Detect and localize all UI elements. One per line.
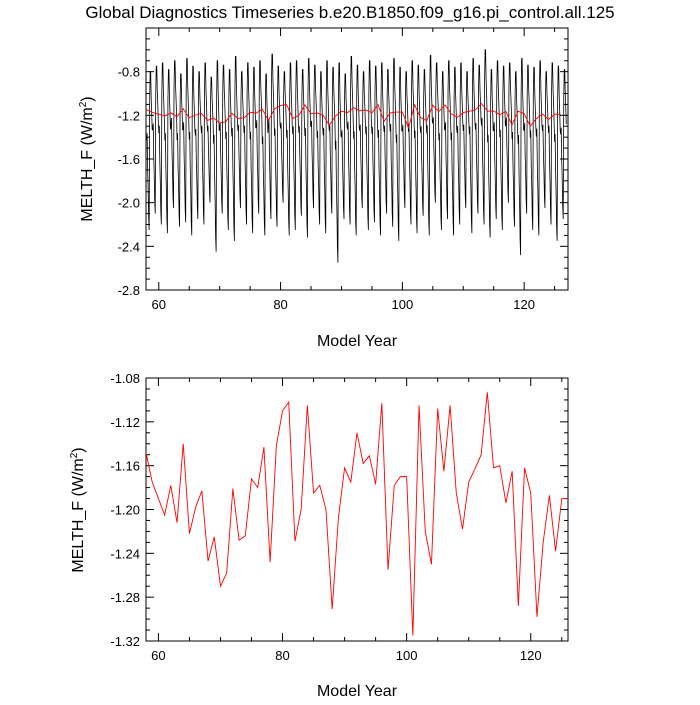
bottom-y-tick-label: -1.08 (110, 371, 140, 386)
top-x-tick-label: 100 (392, 297, 414, 312)
top-x-axis-label: Model Year (317, 333, 398, 350)
bottom-x-tick-label: 80 (275, 648, 289, 663)
top-y-tick-label: -1.2 (118, 108, 140, 123)
bottom-y-tick-label: -1.28 (110, 590, 140, 605)
top-x-tick-label: 80 (273, 297, 287, 312)
bottom-y-tick-label: -1.32 (110, 634, 140, 649)
bottom-tick-labels: 60 80 100 120 -1.32 -1.28 -1.24 -1.20 -1.16 -1.12… (110, 371, 541, 663)
top-series (146, 49, 567, 263)
bottom-series (146, 392, 568, 636)
bottom-ticks (146, 377, 568, 642)
bottom-x-tick-label: 100 (396, 648, 418, 663)
top-x-tick-label: 120 (513, 297, 535, 312)
figure-title: Global Diagnostics Timeseries b.e20.B185… (85, 3, 614, 22)
bottom-x-axis-label: Model Year (317, 683, 398, 700)
bottom-panel: 60 80 100 120 -1.32 -1.28 -1.24 -1.20 -1.16 -1.12… (69, 371, 569, 700)
bottom-plot-frame (145, 377, 569, 642)
bottom-y-axis-label: MELTH_F (W/m2) (69, 447, 87, 572)
top-y-tick-label: -2.0 (118, 196, 140, 211)
top-x-tick-label: 60 (152, 297, 166, 312)
top-annual-mean-series-line (146, 102, 561, 130)
top-y-tick-label: -2.8 (118, 283, 140, 298)
bottom-y-tick-label: -1.20 (110, 503, 140, 518)
top-y-tick-label: -1.6 (118, 152, 140, 167)
top-y-tick-label: -0.8 (118, 65, 140, 80)
bottom-y-tick-label: -1.12 (110, 415, 140, 430)
bottom-x-tick-label: 120 (520, 648, 542, 663)
bottom-x-tick-label: 60 (151, 648, 165, 663)
bottom-y-tick-label: -1.24 (110, 546, 140, 561)
top-panel: 60 80 100 120 -2.8 -2.4 -2.0 -1.6 -1.2 -0.8 Model… (78, 27, 569, 350)
bottom-y-tick-label: -1.16 (110, 459, 140, 474)
bottom-annual-mean-series-line (146, 392, 568, 636)
top-monthly-series-line (146, 49, 567, 263)
top-tick-labels: 60 80 100 120 -2.8 -2.4 -2.0 -1.6 -1.2 -0.8 (118, 65, 535, 312)
top-y-axis-label: MELTH_F (W/m2) (78, 96, 96, 221)
top-y-tick-label: -2.4 (118, 239, 140, 254)
